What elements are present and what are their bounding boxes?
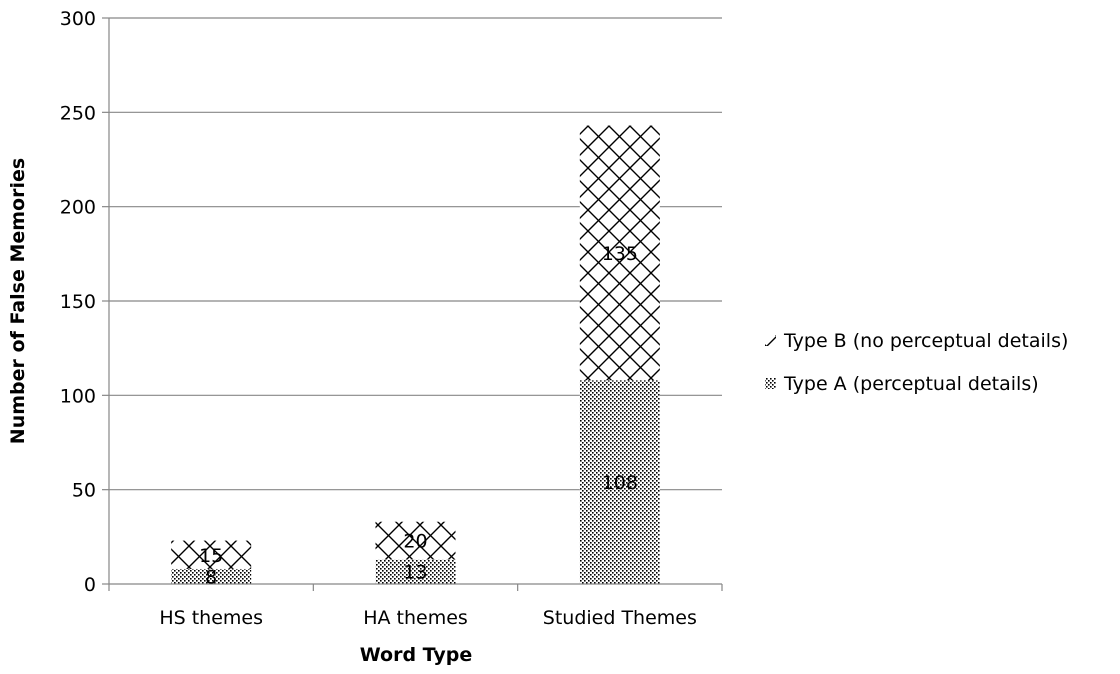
y-tick-label: 150 <box>60 291 96 313</box>
y-tick-label: 0 <box>84 574 96 596</box>
legend-label: Type A (perceptual details) <box>783 373 1039 395</box>
x-tick-label: HA themes <box>363 607 468 629</box>
bar-segment-type-a <box>375 559 456 584</box>
bar-segment-type-b <box>375 521 456 560</box>
legend-swatch <box>765 378 776 389</box>
x-axis-ticks: HS themes HA themes Studied Themes <box>108 584 723 629</box>
data-label: 135 <box>602 243 638 265</box>
bar-segment-type-b <box>171 540 252 569</box>
legend: Type B (no perceptual details) Type A (pe… <box>765 330 1068 395</box>
data-label: 13 <box>403 562 427 584</box>
data-labels: 815 13 20 108 135 <box>199 243 638 589</box>
data-label: 15 <box>199 545 223 567</box>
y-tick-label: 250 <box>60 102 96 124</box>
y-tick-label: 300 <box>60 8 96 30</box>
x-axis-title: Word Type <box>360 644 473 666</box>
x-tick-label: Studied Themes <box>543 607 697 629</box>
x-tick-label: HS themes <box>159 607 263 629</box>
y-axis-ticks: 0 50 100 150 200 250 300 <box>60 8 109 596</box>
data-label: 108 <box>602 472 638 494</box>
bar-segment-type-a <box>171 568 252 584</box>
data-label: 8 <box>205 566 217 588</box>
y-tick-label: 50 <box>72 480 96 502</box>
y-axis-title: Number of False Memories <box>7 158 29 444</box>
y-tick-label: 200 <box>60 197 96 219</box>
legend-swatch <box>765 335 776 346</box>
bar-segment-type-a <box>579 380 660 584</box>
data-label: 20 <box>403 531 427 553</box>
legend-label: Type B (no perceptual details) <box>783 330 1068 352</box>
axes <box>108 18 722 585</box>
y-tick-label: 100 <box>60 385 96 407</box>
bar-segment-type-b <box>579 125 660 381</box>
bars <box>171 125 660 584</box>
